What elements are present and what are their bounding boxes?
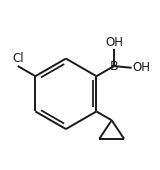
Text: B: B <box>110 59 118 73</box>
Text: OH: OH <box>132 61 151 74</box>
Text: Cl: Cl <box>12 52 24 65</box>
Text: OH: OH <box>105 36 123 49</box>
